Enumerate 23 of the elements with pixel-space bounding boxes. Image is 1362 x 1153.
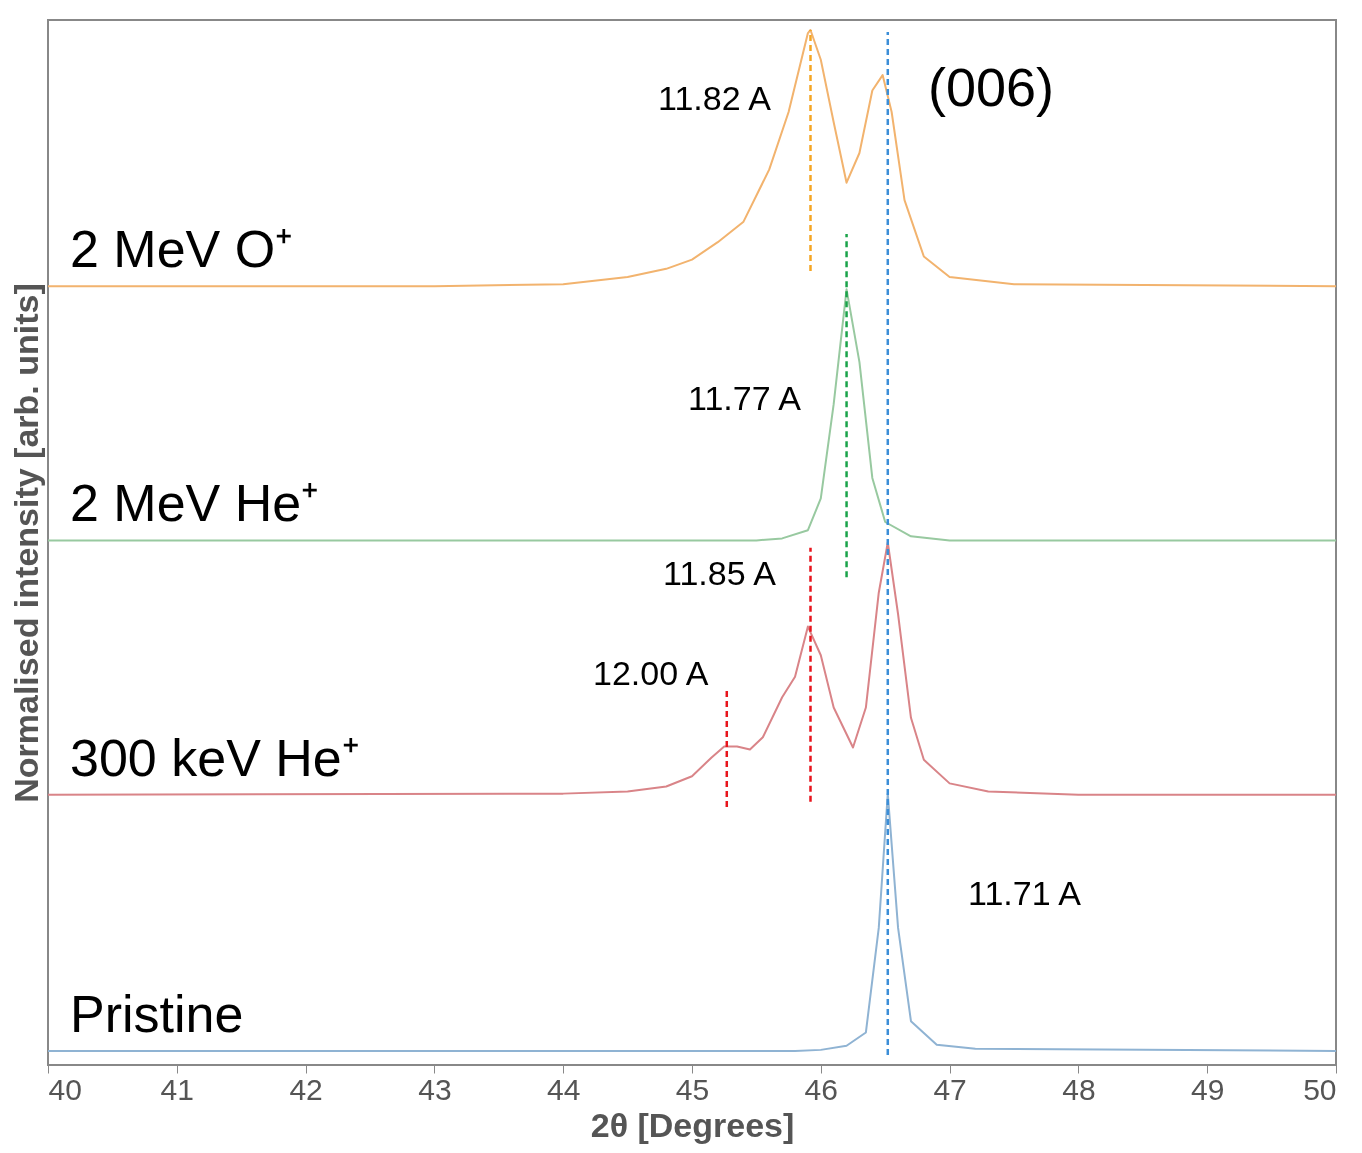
x-tick-label: 49 xyxy=(1191,1072,1225,1106)
y-axis-title: Normalised intensity [arb. units] xyxy=(6,283,45,803)
series-label: Pristine xyxy=(70,984,244,1043)
x-tick-label: 45 xyxy=(675,1072,710,1106)
x-tick-label: 43 xyxy=(418,1072,452,1106)
x-tick-label: 47 xyxy=(933,1072,967,1106)
x-tick-label: 46 xyxy=(804,1072,838,1106)
x-tick-label: 44 xyxy=(547,1072,581,1106)
x-tick-label: 48 xyxy=(1062,1072,1096,1106)
annotation: 12.00 A xyxy=(593,654,709,692)
series-label: 2 MeV O⁺ xyxy=(70,220,294,279)
annotation: (006) xyxy=(928,57,1055,117)
annotation: 11.71 A xyxy=(968,874,1082,912)
annotation: 11.85 A xyxy=(663,554,777,592)
x-tick-label: 40 xyxy=(48,1072,82,1106)
x-tick-label: 42 xyxy=(289,1072,323,1106)
annotation: 11.77 A xyxy=(688,379,802,417)
series-label: 300 keV He⁺ xyxy=(70,728,360,787)
x-axis-title: 2θ [Degrees] xyxy=(590,1105,795,1144)
x-tick-label: 50 xyxy=(1303,1072,1337,1106)
series-label: 2 MeV He⁺ xyxy=(70,474,320,533)
x-tick-label: 41 xyxy=(160,1072,194,1106)
annotation: 11.82 A xyxy=(658,79,772,117)
